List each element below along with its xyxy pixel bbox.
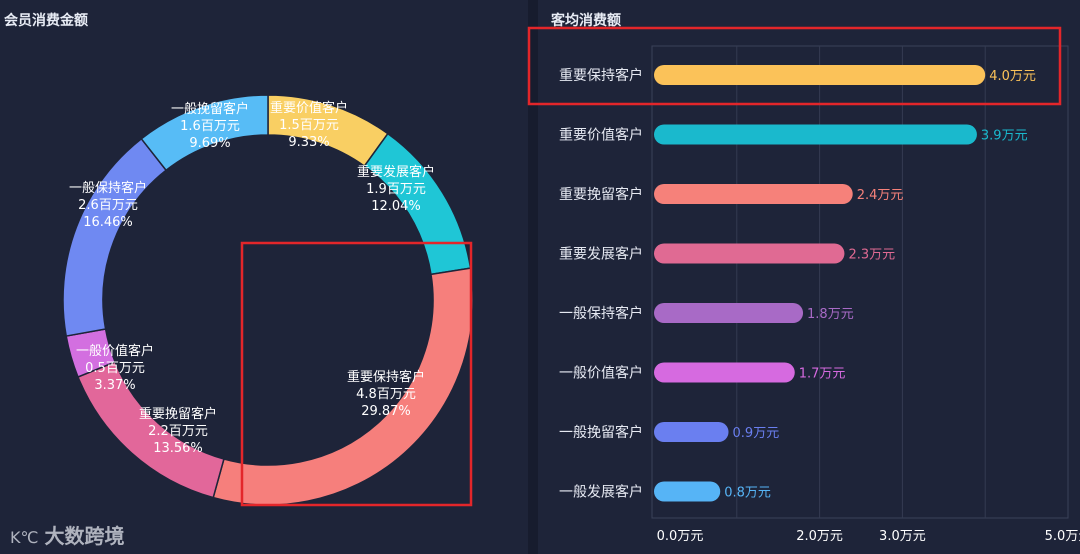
category-label: 重要保持客户 (559, 67, 643, 84)
donut-slice-label: 3.37% (94, 378, 135, 393)
bar-value-label: 2.4万元 (857, 188, 904, 203)
bar-value-label: 1.7万元 (799, 367, 846, 382)
watermark-logo: K℃ (10, 528, 39, 547)
donut-slice-label: 重要发展客户 (357, 164, 435, 180)
donut-slice-label: 1.5百万元 (279, 118, 339, 133)
donut-chart: 重要价值客户 1.5百万元 9.33% 重要发展客户 1.9百万元 12.04% 重要保持客… (62, 94, 474, 507)
donut-slice-label: 重要保持客户 (347, 369, 425, 385)
donut-slice-label: 9.69% (189, 136, 230, 151)
donut-slice-label: 13.56% (153, 441, 203, 456)
bar (654, 422, 729, 442)
donut-slice-label: 0.5百万元 (85, 361, 145, 376)
category-label: 重要挽留客户 (559, 186, 643, 203)
donut-slice-label: 4.8百万元 (356, 387, 416, 402)
category-label: 重要发展客户 (559, 246, 643, 263)
watermark: K℃ 大数跨境 (10, 520, 124, 549)
bar-title: 客均消费额 (551, 13, 621, 29)
bar (654, 481, 721, 502)
donut-slice-label: 12.04% (371, 199, 421, 214)
bar-value-label: 4.0万元 (989, 69, 1036, 84)
donut-slice-label: 2.6百万元 (78, 198, 138, 213)
donut-slice-label: 16.46% (83, 215, 133, 230)
category-label: 重要价值客户 (559, 127, 643, 144)
donut-slice-label: 重要价值客户 (270, 100, 348, 116)
donut-slice-label: 一般挽留客户 (171, 101, 249, 117)
bar (654, 184, 853, 204)
bar (654, 362, 795, 383)
bar (654, 243, 845, 264)
donut-slice-label: 一般保持客户 (69, 180, 147, 196)
highlight-box (240, 241, 473, 507)
category-label: 一般价值客户 (559, 365, 643, 382)
watermark-text: 大数跨境 (44, 524, 125, 548)
category-label: 一般发展客户 (559, 484, 643, 501)
x-tick-label: 2.0万元 (796, 529, 843, 544)
avg-spend-panel (538, 0, 1080, 554)
x-tick-label: 0.0万元 (657, 529, 704, 544)
donut-slice-label: 29.87% (361, 404, 411, 419)
bar-value-label: 0.9万元 (733, 426, 780, 441)
bar-value-label: 0.8万元 (724, 486, 771, 501)
donut-slice-label: 2.2百万元 (148, 424, 208, 439)
bar (654, 124, 977, 145)
bar-value-label: 3.9万元 (981, 129, 1028, 144)
donut-slice-label: 1.9百万元 (366, 182, 426, 197)
category-label: 一般挽留客户 (559, 424, 643, 441)
donut-slice-label: 1.6百万元 (180, 119, 240, 134)
x-tick-label: 3.0万元 (879, 529, 926, 544)
bar (654, 65, 986, 85)
highlight-box (527, 26, 1062, 106)
bar-value-label: 2.3万元 (848, 248, 895, 263)
donut-slice (140, 94, 269, 172)
category-label: 一般保持客户 (559, 305, 643, 322)
donut-slice-label: 一般价值客户 (76, 343, 154, 359)
donut-title: 会员消费金额 (4, 13, 88, 29)
plot-frame (651, 45, 1069, 519)
panel-divider (528, 0, 538, 554)
donut-slice-label: 9.33% (288, 135, 329, 150)
bar (654, 303, 804, 323)
bar-value-label: 1.8万元 (807, 307, 854, 322)
x-tick-label: 5.0万元 (1045, 529, 1080, 544)
donut-slice-label: 重要挽留客户 (139, 406, 217, 422)
